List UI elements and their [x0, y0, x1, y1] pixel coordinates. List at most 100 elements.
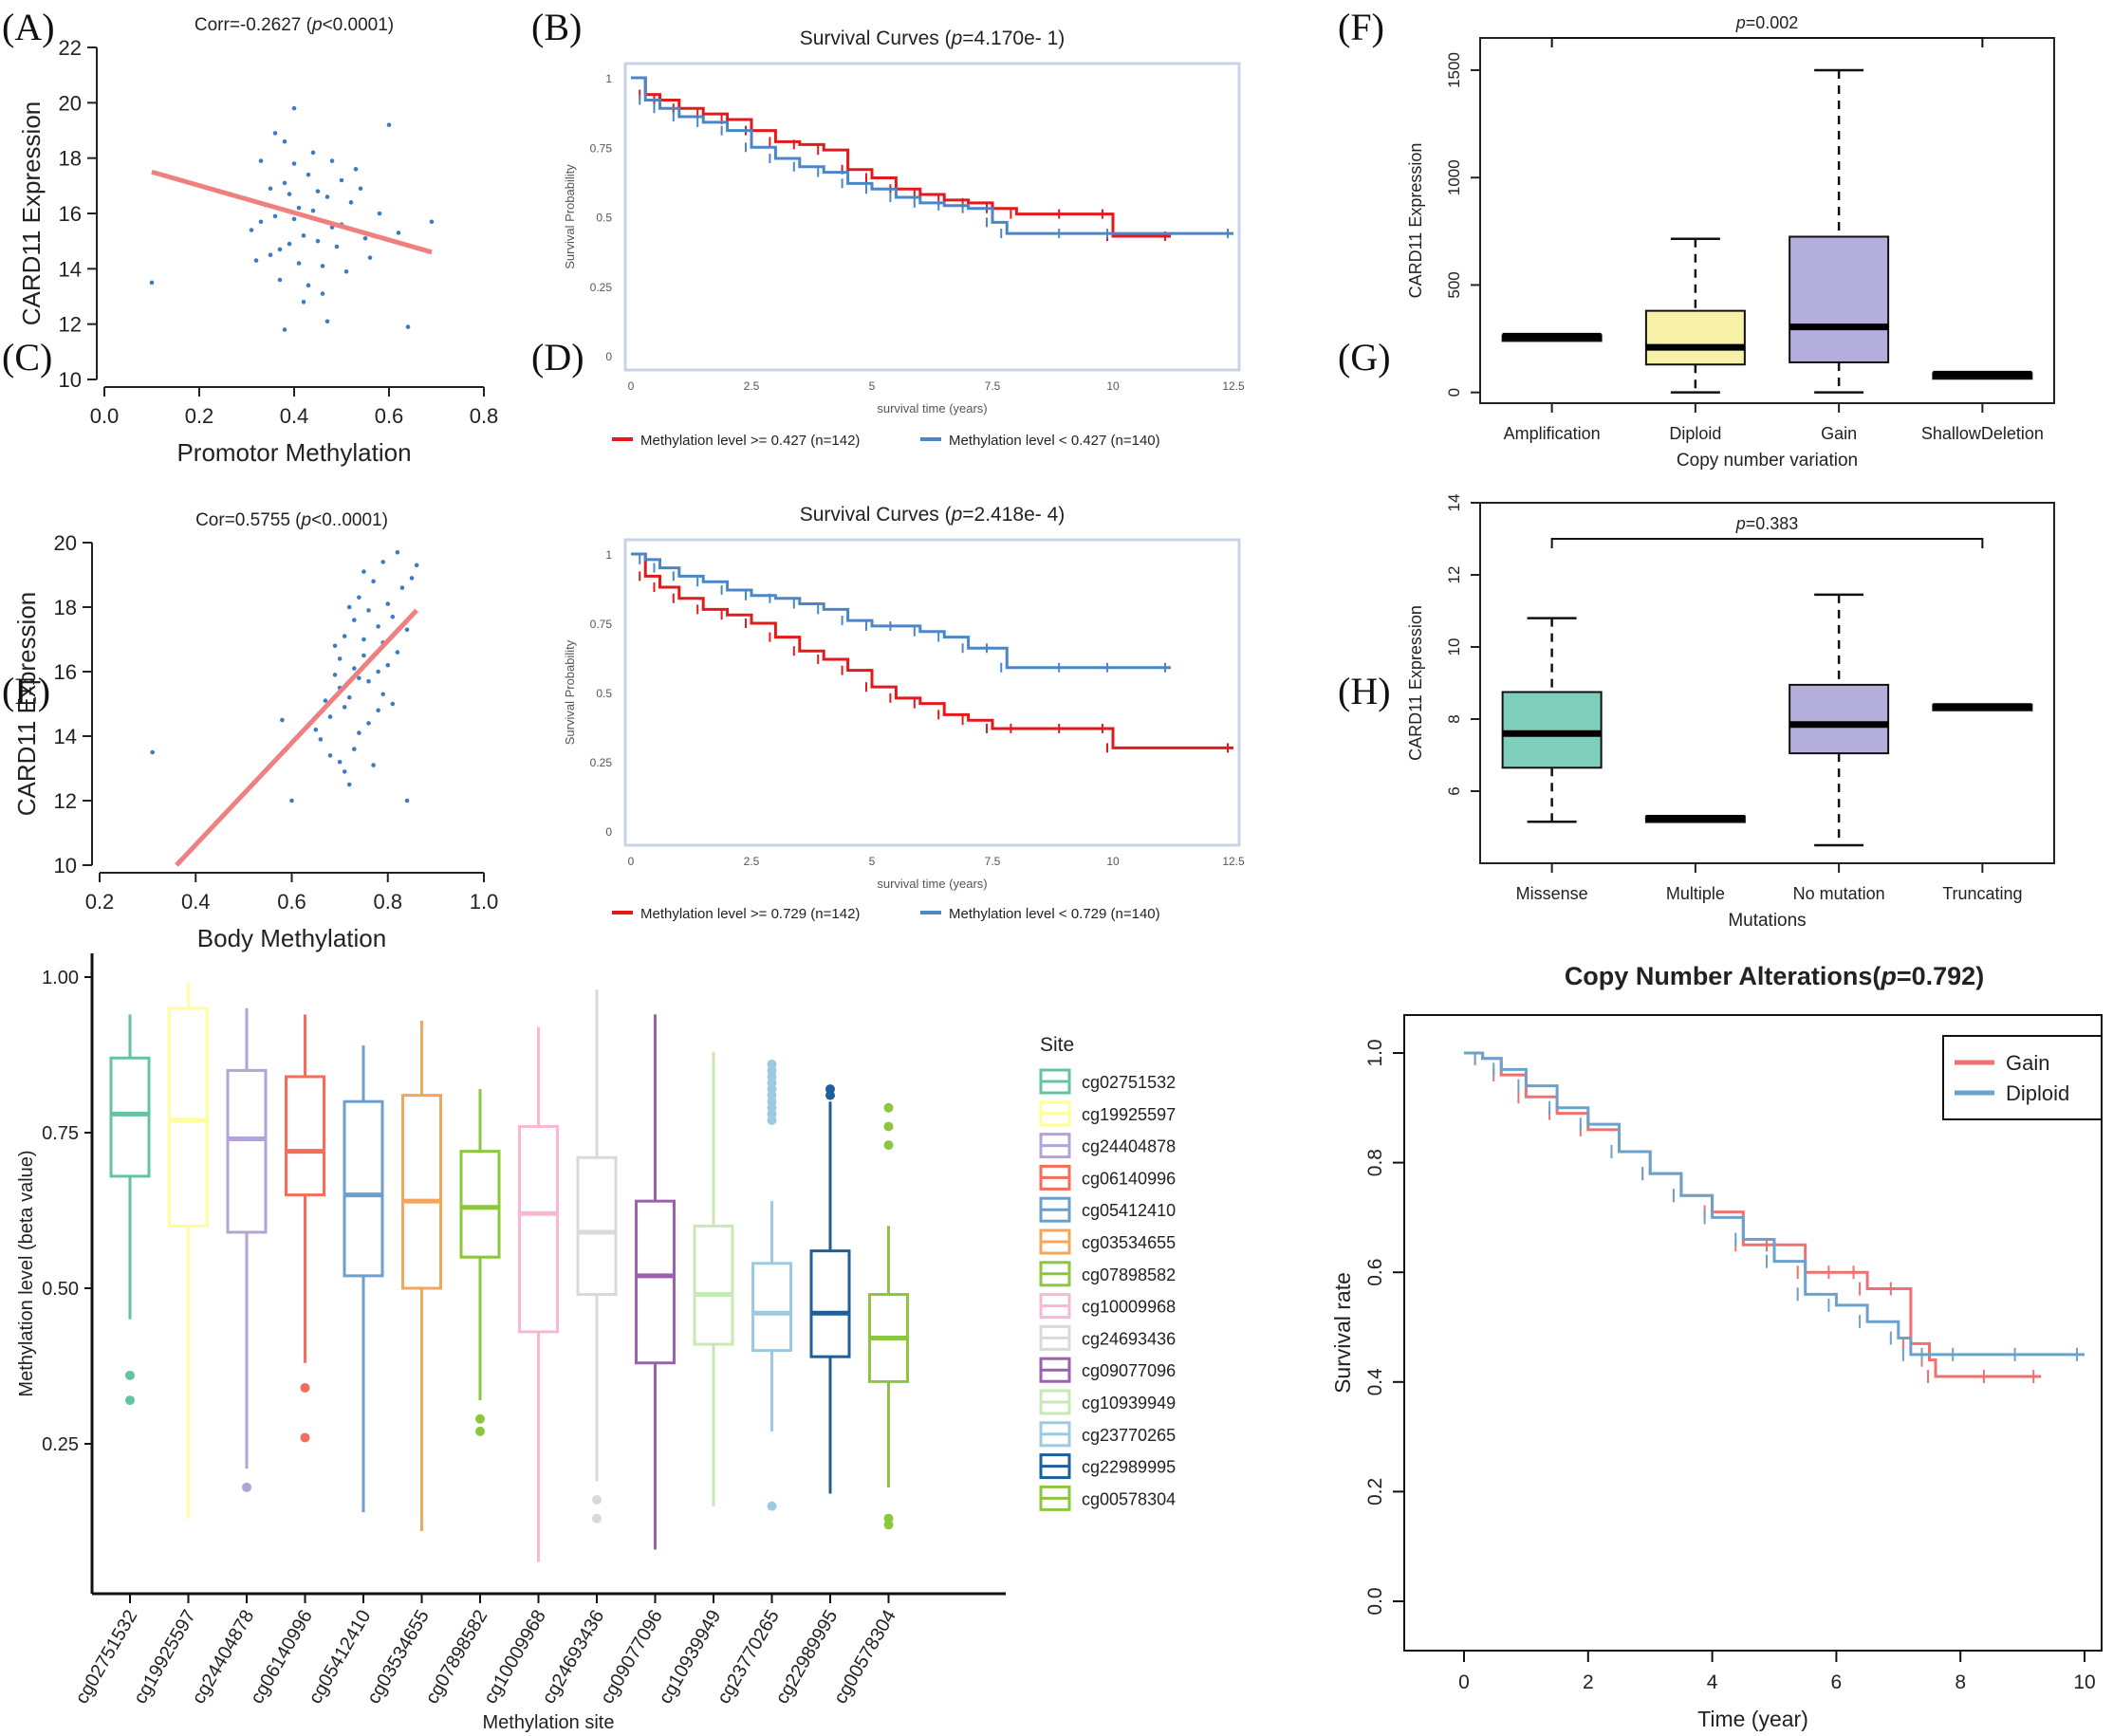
box	[576, 1155, 618, 1297]
x-tick-label: cg06140996	[247, 1607, 317, 1708]
data-point	[395, 549, 400, 555]
data-point	[291, 161, 297, 166]
data-point	[342, 705, 347, 710]
data-point	[366, 608, 371, 613]
x-tick-label: 0	[628, 855, 635, 868]
data-point	[404, 798, 410, 803]
chart-title-part: =0.792)	[1897, 962, 1984, 990]
y-tick-label: 20	[59, 91, 82, 115]
y-tick-label: 12	[1445, 566, 1463, 584]
data-point	[367, 255, 373, 260]
y-axis-label: Survival rate	[1330, 1272, 1355, 1394]
data-point	[277, 247, 283, 252]
chart-title-part: Survival Curves (	[800, 504, 952, 526]
data-point	[320, 264, 325, 268]
x-tick-label: ShallowDeletion	[1921, 424, 2044, 443]
y-tick-label: 0.2	[1364, 1478, 1386, 1505]
y-tick-label: 1500	[1445, 52, 1463, 88]
data-point	[352, 666, 357, 671]
x-tick-label: cg24404878	[188, 1607, 258, 1708]
data-point	[282, 180, 287, 186]
data-point	[306, 172, 311, 177]
x-tick-label: cg10009968	[480, 1607, 550, 1708]
legend-label: Methylation level >= 0.427 (n=142)	[640, 433, 860, 449]
data-point	[296, 261, 302, 266]
x-tick-label: cg02751532	[71, 1607, 141, 1708]
data-point	[371, 763, 376, 767]
box	[635, 1199, 676, 1365]
x-tick-label: cg23770265	[714, 1607, 784, 1708]
significance-bracket	[1550, 37, 1984, 47]
legend-label: cg09077096	[1082, 1361, 1176, 1380]
x-tick-label: Truncating	[1942, 884, 2022, 903]
chart-title: Cor=0.5755 (p<0..0001)	[195, 510, 388, 530]
y-tick-label: 10	[54, 854, 77, 877]
data-point	[405, 324, 411, 329]
data-point	[313, 727, 319, 732]
x-tick-label: cg00578304	[830, 1607, 900, 1708]
data-point	[376, 624, 380, 629]
x-tick-label: Diploid	[1669, 424, 1721, 443]
data-point	[282, 139, 287, 144]
y-tick-label: 0.25	[590, 281, 613, 294]
legend-label: cg22989995	[1082, 1458, 1176, 1477]
data-point	[346, 782, 352, 787]
y-tick-label: 1.0	[1364, 1039, 1386, 1066]
data-point	[376, 708, 380, 713]
data-point	[327, 753, 333, 758]
y-tick-label: 0.25	[42, 1434, 79, 1455]
data-point	[380, 560, 385, 564]
data-point	[352, 747, 357, 751]
panel-label: (D)	[531, 336, 584, 379]
box	[518, 1124, 559, 1334]
y-tick-label: 0	[1445, 388, 1463, 397]
outlier-point	[125, 1370, 135, 1380]
data-point	[315, 238, 321, 244]
y-axis-label: CARD11 Expression	[1406, 605, 1425, 761]
panel-label: (E)	[2, 670, 50, 712]
chart-title: Corr=-0.2627 (p<0.0001)	[195, 15, 394, 35]
x-tick-label: cg19925597	[130, 1607, 200, 1708]
chart-title-part: Cor=0.5755 (	[195, 510, 302, 530]
survival-curve-1	[631, 552, 1171, 670]
x-axis-label: survival time (years)	[877, 877, 987, 891]
box	[809, 1249, 851, 1358]
y-axis-label: CARD11 Expression	[1406, 143, 1425, 299]
p-value-annotation: p=0.002	[1735, 13, 1799, 32]
panel-label: (G)	[1338, 336, 1391, 379]
x-tick-label: 4	[1707, 1671, 1718, 1693]
chart-title-part: p	[951, 504, 963, 526]
x-axis-label: Copy number variation	[1677, 451, 1858, 471]
panel-label: (B)	[531, 6, 582, 48]
data-point	[357, 595, 361, 600]
x-tick-label: Gain	[1821, 424, 1857, 443]
legend-label: Diploid	[2006, 1081, 2069, 1105]
plot-frame	[623, 62, 1241, 372]
y-tick-label: 0.6	[1364, 1259, 1386, 1286]
data-point	[352, 618, 357, 622]
y-tick-label: 1	[605, 548, 612, 562]
data-point	[268, 252, 273, 258]
data-point	[376, 669, 380, 674]
data-point	[318, 737, 324, 742]
outlier-point	[883, 1140, 894, 1151]
box	[285, 1075, 325, 1197]
x-axis-label: Mutations	[1728, 911, 1806, 931]
data-point	[301, 300, 306, 305]
x-tick-label: cg24693436	[538, 1607, 608, 1708]
data-point	[371, 579, 376, 584]
data-point	[258, 158, 264, 163]
legend-label: cg24693436	[1082, 1329, 1176, 1348]
x-axis-label: survival time (years)	[877, 401, 987, 416]
survival-curve-0	[631, 552, 1233, 749]
y-tick-label: 14	[59, 257, 82, 281]
outlier-point	[825, 1090, 835, 1100]
data-point	[310, 208, 316, 213]
legend-box	[1942, 1035, 2103, 1120]
x-tick-label: 6	[1831, 1671, 1843, 1693]
panel-label: (A)	[2, 6, 55, 48]
y-tick-label: 0.5	[596, 212, 612, 225]
y-tick-label: 16	[59, 202, 82, 226]
x-tick-label: 2	[1583, 1671, 1594, 1693]
